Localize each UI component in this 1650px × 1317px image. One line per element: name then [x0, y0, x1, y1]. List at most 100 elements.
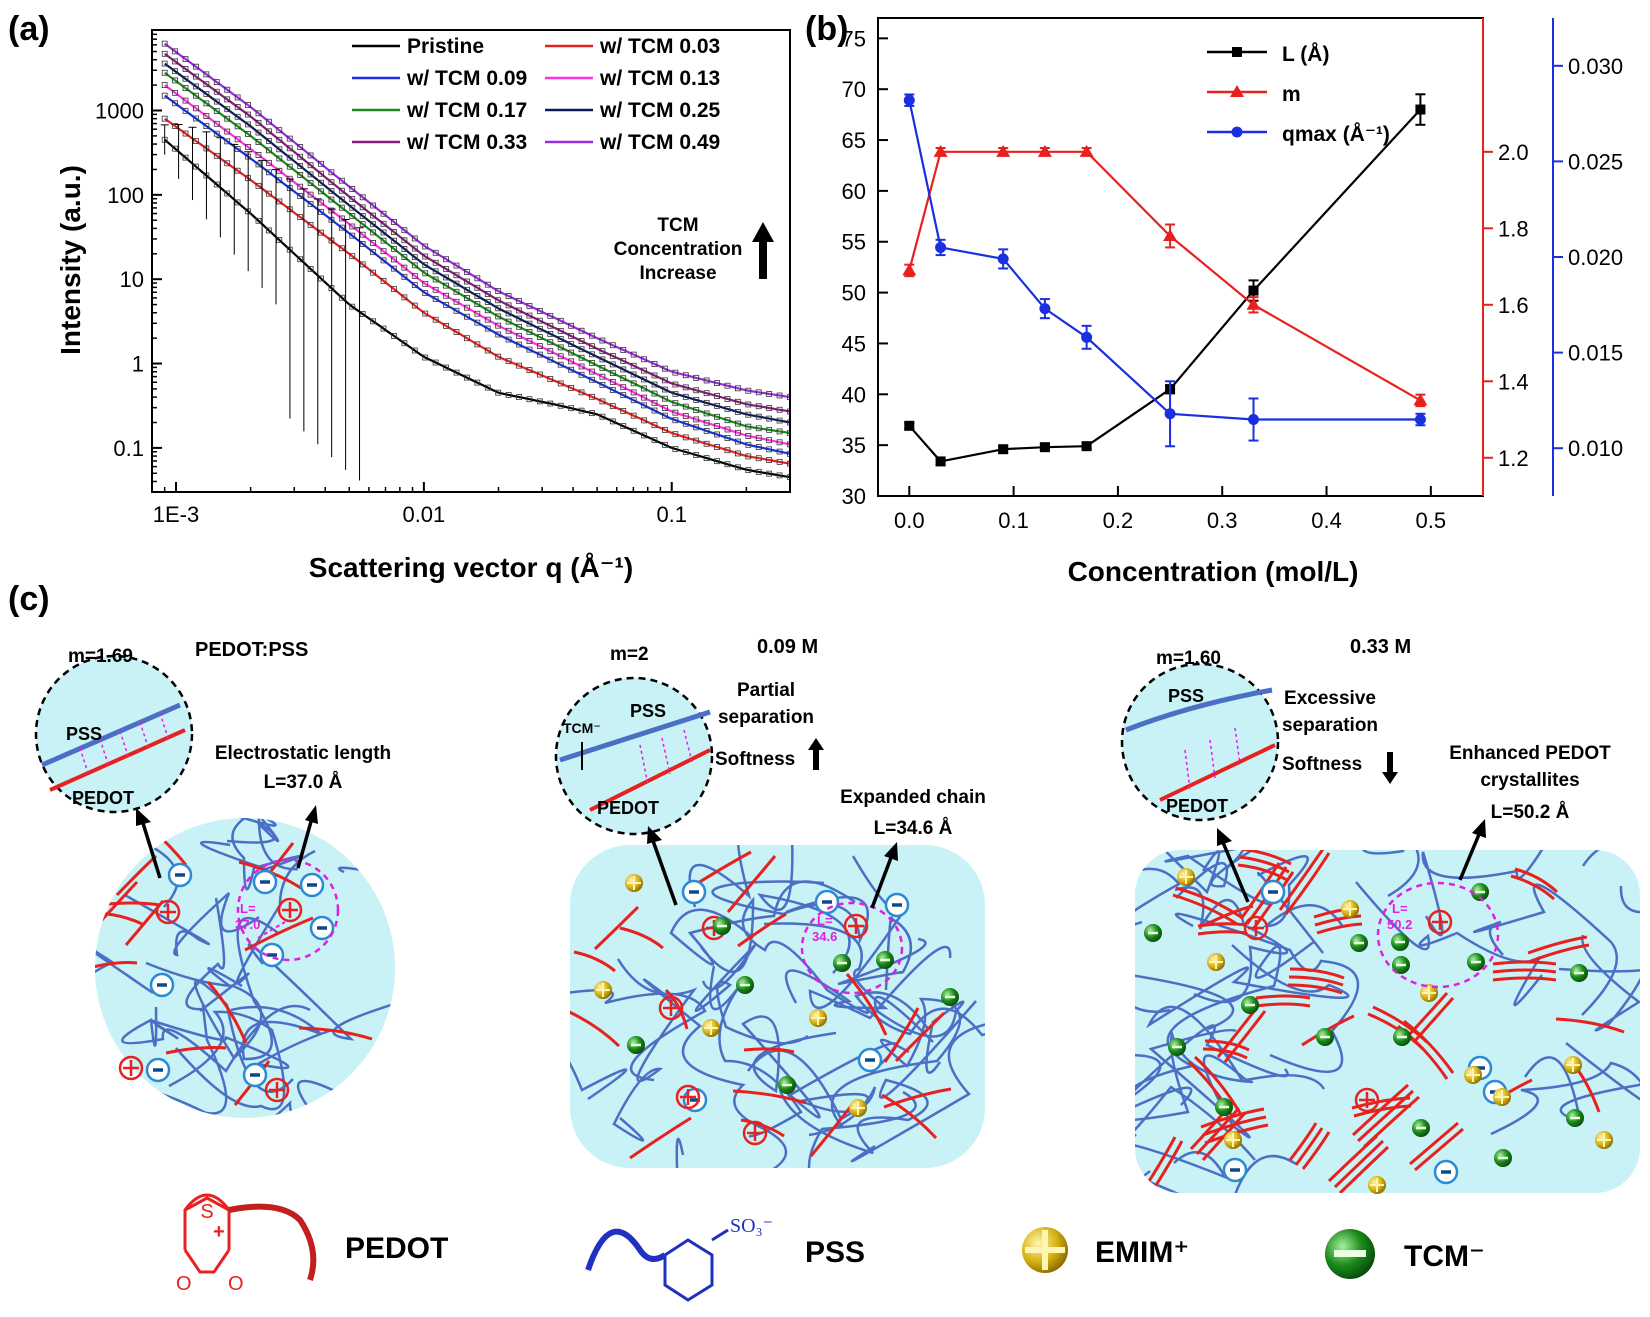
pedot-structure-icon [183, 1193, 317, 1281]
series-marker-5 [703, 399, 710, 406]
m-value: m=1.69 [68, 646, 133, 667]
pedot-chain [206, 981, 248, 1044]
pss-legend-label: PSS [805, 1236, 865, 1269]
series-marker-1 [401, 294, 408, 301]
series-line-1 [164, 117, 790, 465]
series-marker-7 [724, 382, 731, 389]
series-marker-7 [213, 79, 220, 85]
series-marker-1 [724, 447, 731, 454]
pss-chain [1473, 883, 1619, 1016]
series-marker-1 [641, 417, 647, 424]
series-marker-6 [703, 390, 710, 397]
series-marker-5 [338, 196, 345, 203]
pss-chain [643, 978, 788, 1168]
marker-triangle [1037, 144, 1052, 157]
series-marker-7 [484, 281, 491, 288]
series-marker-4 [411, 262, 418, 269]
series-marker-0 [172, 145, 179, 152]
marker-triangle [1163, 228, 1178, 241]
series-marker-6 [536, 317, 543, 324]
series-marker-1 [359, 261, 366, 268]
pedot-chain [1294, 1127, 1324, 1166]
series-marker-0 [651, 437, 658, 444]
pss-chain [185, 897, 228, 1115]
series-marker-0 [411, 347, 418, 354]
series-marker-0 [213, 181, 220, 188]
series-marker-2 [193, 115, 199, 122]
series-marker-7 [453, 262, 460, 269]
series-marker-2 [630, 397, 637, 404]
series-marker-4 [172, 77, 179, 84]
series-marker-6 [651, 372, 658, 379]
series-marker-0 [547, 400, 554, 407]
legend-label-1: m [1282, 83, 1301, 106]
series-marker-2 [599, 381, 606, 388]
series-marker-7 [766, 391, 773, 397]
series-marker-4 [161, 69, 168, 76]
series-marker-3 [526, 338, 533, 344]
series-marker-5 [401, 246, 408, 252]
series-marker-4 [474, 301, 481, 308]
series-marker-5 [609, 361, 616, 368]
pss-chain [199, 849, 316, 1012]
series-marker-2 [370, 249, 377, 256]
series-marker-7 [620, 347, 627, 353]
series-marker-6 [453, 272, 460, 279]
series-marker-5 [224, 106, 231, 113]
marker-square [998, 444, 1009, 455]
series-marker-7 [318, 160, 324, 167]
series-marker-6 [505, 302, 512, 309]
pss-chain [95, 818, 179, 908]
series-marker-0 [359, 311, 366, 317]
pedot-chain [629, 1116, 692, 1160]
series-marker-5 [432, 268, 439, 275]
series-marker-2 [484, 325, 491, 332]
pss-chain [149, 1018, 333, 1070]
series-marker-0 [234, 199, 241, 206]
marker-square [935, 456, 946, 467]
series-line-2 [908, 99, 1421, 421]
series-marker-3 [391, 256, 397, 263]
y-tick-label-4: 1000 [95, 98, 144, 123]
pss-chain [124, 892, 260, 957]
series-marker-0 [401, 340, 408, 347]
series-marker-5 [714, 402, 720, 409]
series-marker-3 [443, 292, 449, 299]
series-marker-4 [286, 163, 293, 170]
pss-chain [1135, 1003, 1289, 1107]
matrix-blob [570, 845, 985, 1168]
series-marker-7 [182, 56, 189, 62]
pedot-chain [1372, 1005, 1429, 1044]
y-right2-tick-label-2: 0.020 [1568, 245, 1623, 270]
series-marker-1 [464, 335, 470, 342]
series-marker-4 [422, 270, 429, 277]
series-marker-1 [307, 221, 314, 228]
panel-c-label: (c) [8, 580, 50, 618]
series-marker-6 [578, 338, 585, 344]
series-marker-2 [693, 424, 700, 431]
series-marker-1 [432, 316, 439, 323]
series-marker-5 [589, 351, 595, 358]
pedot-plus-icon: + [213, 1221, 225, 1243]
pedot-chain [894, 1011, 946, 1063]
series-marker-4 [495, 313, 502, 320]
y-tick-label-3: 100 [107, 183, 144, 208]
series-marker-3 [213, 120, 220, 127]
pedot-chain [1159, 743, 1276, 802]
series-marker-2 [714, 431, 720, 438]
series-marker-0 [474, 379, 481, 386]
softness-up-arrow-icon [808, 738, 824, 770]
series-marker-4 [516, 323, 522, 330]
pedot-chain [1289, 967, 1345, 980]
series-marker-3 [307, 191, 314, 198]
series-marker-5 [307, 171, 314, 178]
pedot-chain [1278, 850, 1325, 911]
series-marker-5 [630, 371, 637, 378]
pedot-chain [1356, 1089, 1415, 1143]
pedot-chain [1237, 863, 1288, 882]
series-marker-2 [401, 273, 408, 280]
panel-a-plot: 1E-3 0.01 0.1 0.1 1 10 100 1000 Pristine w/ TCM … [55, 29, 791, 583]
series-marker-3 [766, 437, 773, 444]
series-marker-1 [474, 341, 481, 348]
series-marker-1 [766, 457, 773, 463]
